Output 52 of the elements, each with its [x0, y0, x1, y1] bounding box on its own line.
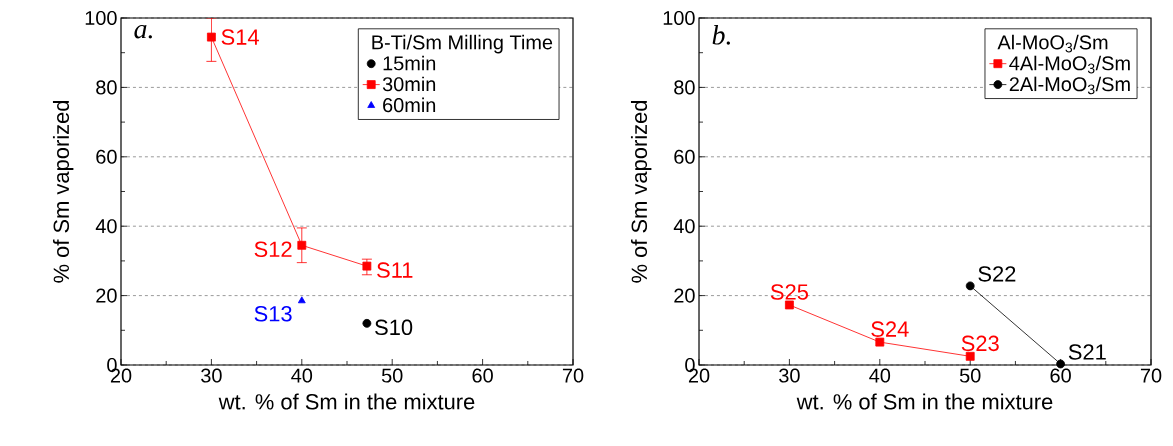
point — [207, 32, 216, 42]
x-tick-label: 60 — [472, 368, 493, 383]
y-tick-label: 100 — [663, 10, 695, 26]
annotation: b. — [712, 24, 730, 45]
x-axis-title: wt. % of Sm in the mixture — [796, 393, 1053, 410]
annotation: S12 — [254, 241, 292, 258]
y-tick-label: 20 — [674, 288, 695, 303]
x-axis-title: wt. % of Sm in the mixture — [218, 393, 475, 410]
legend-label: 4Al-MoO$_{3}$/Sm — [1009, 55, 1130, 74]
point — [875, 337, 885, 347]
annotation: S24 — [871, 321, 909, 337]
annotation: S23 — [961, 335, 999, 352]
annotation: S21 — [1068, 344, 1106, 360]
x-tick-label: 70 — [562, 368, 584, 383]
legend-title: B-Ti/Sm Milling Time — [372, 34, 553, 54]
point — [965, 351, 975, 361]
y-axis-title: % of Sm vaporized — [630, 100, 652, 283]
y-tick-label: 40 — [673, 219, 695, 234]
y-tick-label: 20 — [96, 288, 117, 303]
x-tick-label: 70 — [1140, 368, 1162, 383]
legend-title: Al-MoO$_{3}$/Sm — [997, 34, 1108, 53]
annotation: S25 — [770, 284, 808, 300]
x-tick-label: 50 — [381, 368, 403, 383]
legend-label: 60min — [383, 97, 436, 113]
y-tick-label: 80 — [96, 80, 117, 95]
point — [785, 300, 794, 310]
annotation: S13 — [254, 305, 292, 322]
x-tick-label: 60 — [1050, 368, 1071, 383]
x-tick-label: 40 — [291, 368, 313, 383]
point — [965, 281, 975, 291]
y-tick-label: 60 — [674, 149, 695, 164]
point — [362, 318, 372, 328]
y-tick-label: 80 — [674, 80, 695, 95]
annotation: S22 — [978, 266, 1016, 282]
x-tick-label: 50 — [959, 368, 981, 383]
y-axis-title: % of Sm vaporized — [52, 100, 74, 283]
legend-label: 2Al-MoO$_{3}$/Sm — [1009, 76, 1130, 95]
annotation: S11 — [377, 262, 413, 278]
y-tick-label: 40 — [95, 219, 117, 234]
y-tick-label: 100 — [85, 10, 117, 26]
point — [297, 296, 306, 304]
legend-label: 30min — [382, 76, 436, 92]
annotation: S14 — [221, 29, 259, 45]
annotation: S10 — [375, 319, 413, 336]
x-tick-label: 30 — [779, 368, 800, 383]
x-tick-label: 30 — [201, 368, 222, 383]
x-tick-label: 40 — [869, 368, 891, 383]
point — [1056, 359, 1066, 369]
y-tick-label: 60 — [96, 149, 117, 164]
annotation: a. — [134, 24, 152, 39]
point — [297, 240, 307, 250]
legend-label: 15min — [383, 55, 436, 71]
